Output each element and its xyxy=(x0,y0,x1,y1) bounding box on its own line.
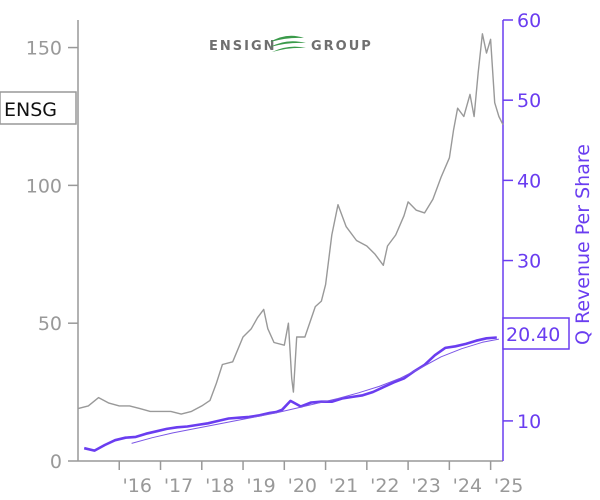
left-tick-label: 100 xyxy=(26,175,62,197)
x-tick-label: '22 xyxy=(370,475,399,497)
current-value-text: 20.40 xyxy=(506,324,560,346)
right-y-ticks: 102030405060 xyxy=(503,10,541,433)
right-tick-label: 60 xyxy=(517,10,541,32)
x-tick-label: '20 xyxy=(288,475,317,497)
left-y-ticks: 0 50 100 150 xyxy=(26,38,78,473)
right-tick-label: 10 xyxy=(517,411,541,433)
logo-text-right: GROUP xyxy=(311,39,373,54)
x-ticks: '16 '17 '18 '19 '20 '21 '22 '23 '24 '25 xyxy=(118,461,523,497)
x-tick-label: '18 xyxy=(205,475,234,497)
revenue-line xyxy=(83,336,497,452)
left-tick-label: 50 xyxy=(38,313,62,335)
left-tick-label: 150 xyxy=(26,38,62,60)
leaf-logo-icon xyxy=(270,35,306,52)
x-tick-label: '25 xyxy=(494,475,523,497)
logo-text-left: ENSIGN xyxy=(209,39,277,54)
series-layer xyxy=(77,33,504,452)
price-line xyxy=(77,33,504,415)
right-tick-label: 30 xyxy=(517,251,541,273)
x-tick-label: '19 xyxy=(246,475,275,497)
ticker-text: ENSG xyxy=(4,99,57,121)
right-tick-label: 50 xyxy=(517,90,541,112)
x-tick-label: '23 xyxy=(411,475,440,497)
ticker-label: ENSG xyxy=(0,91,77,125)
x-tick-label: '21 xyxy=(329,475,358,497)
current-value-badge: 20.40 xyxy=(502,317,570,350)
left-tick-label: 0 xyxy=(50,451,62,473)
x-tick-label: '16 xyxy=(123,475,152,497)
x-tick-label: '24 xyxy=(453,475,482,497)
right-tick-label: 40 xyxy=(517,170,541,192)
revenue-trend-line xyxy=(131,338,499,444)
x-tick-label: '17 xyxy=(164,475,193,497)
right-axis-label: Q Revenue Per Share xyxy=(572,144,594,345)
company-logo: ENSIGN GROUP xyxy=(209,35,373,54)
